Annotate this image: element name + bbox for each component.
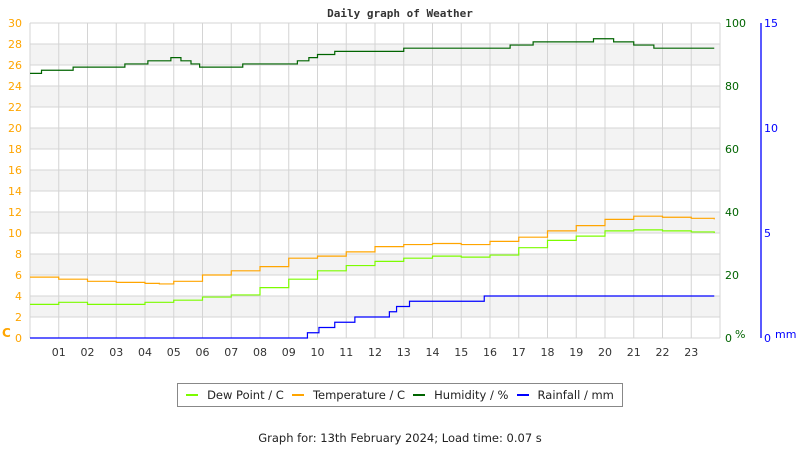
x-tick-label: 11	[339, 346, 353, 359]
legend-swatch	[413, 394, 426, 396]
left-tick-label: 26	[8, 59, 22, 72]
x-tick-label: 04	[138, 346, 152, 359]
left-tick-label: 4	[15, 290, 22, 303]
x-tick-label: 10	[311, 346, 325, 359]
left-tick-label: 16	[8, 164, 22, 177]
x-tick-label: 20	[598, 346, 612, 359]
humidity-tick-label: 100	[725, 17, 746, 30]
x-tick-label: 03	[109, 346, 123, 359]
left-tick-label: 6	[15, 269, 22, 282]
legend-label: Rainfall / mm	[537, 388, 614, 402]
x-tick-label: 14	[426, 346, 440, 359]
legend-item-rainfall: Rainfall / mm	[516, 388, 614, 402]
left-tick-label: 28	[8, 38, 22, 51]
x-tick-label: 18	[541, 346, 555, 359]
humidity-tick-label: 20	[725, 269, 739, 282]
left-tick-label: 12	[8, 206, 22, 219]
humidity-tick-label: 0	[725, 332, 732, 345]
series-line-humidity	[30, 38, 715, 74]
left-tick-label: 24	[8, 80, 22, 93]
x-tick-label: 07	[224, 346, 238, 359]
left-tick-label: 22	[8, 101, 22, 114]
chart-title: Daily graph of Weather	[327, 7, 473, 20]
x-tick-label: 05	[167, 346, 181, 359]
x-tick-label: 08	[253, 346, 267, 359]
chart-legend: Dew Point / C Temperature / C Humidity /…	[177, 383, 623, 407]
legend-item-dew-point: Dew Point / C	[186, 388, 284, 402]
x-tick-label: 13	[397, 346, 411, 359]
x-tick-label: 19	[569, 346, 583, 359]
legend-item-temperature: Temperature / C	[291, 388, 406, 402]
x-tick-label: 15	[454, 346, 468, 359]
x-tick-label: 06	[196, 346, 210, 359]
left-tick-label: 8	[15, 248, 22, 261]
legend-swatch	[291, 394, 304, 396]
x-tick-label: 09	[282, 346, 296, 359]
legend-label: Dew Point / C	[207, 388, 284, 402]
left-tick-label: 0	[15, 332, 22, 345]
legend-label: Temperature / C	[312, 388, 406, 402]
left-tick-label: 2	[15, 311, 22, 324]
legend-swatch	[516, 394, 529, 396]
x-tick-label: 02	[81, 346, 95, 359]
left-tick-label: 10	[8, 227, 22, 240]
humidity-tick-label: 60	[725, 143, 739, 156]
left-axis-label: C	[2, 326, 11, 340]
series-line-temperature	[30, 215, 715, 285]
x-tick-label: 22	[656, 346, 670, 359]
left-tick-label: 14	[8, 185, 22, 198]
rain-tick-label: 5	[764, 227, 771, 240]
left-tick-label: 30	[8, 17, 22, 30]
x-tick-label: 16	[483, 346, 497, 359]
x-tick-label: 21	[627, 346, 641, 359]
humidity-tick-label: 40	[725, 206, 739, 219]
legend-label: Humidity / %	[434, 388, 509, 402]
x-tick-label: 17	[512, 346, 526, 359]
x-tick-label: 23	[684, 346, 698, 359]
series-line-rainfall	[30, 295, 715, 339]
rain-tick-label: 15	[764, 17, 778, 30]
rain-axis-label: mm	[775, 328, 796, 341]
left-tick-label: 20	[8, 122, 22, 135]
x-tick-label: 01	[52, 346, 66, 359]
humidity-axis-label: %	[735, 328, 745, 341]
rain-tick-label: 10	[764, 122, 778, 135]
left-tick-label: 18	[8, 143, 22, 156]
rain-tick-label: 0	[764, 332, 771, 345]
x-tick-label: 12	[368, 346, 382, 359]
legend-item-humidity: Humidity / %	[413, 388, 508, 402]
series-line-dew	[30, 229, 715, 305]
legend-swatch	[186, 394, 199, 396]
humidity-tick-label: 80	[725, 80, 739, 93]
graph-footer: Graph for: 13th February 2024; Load time…	[258, 431, 542, 445]
